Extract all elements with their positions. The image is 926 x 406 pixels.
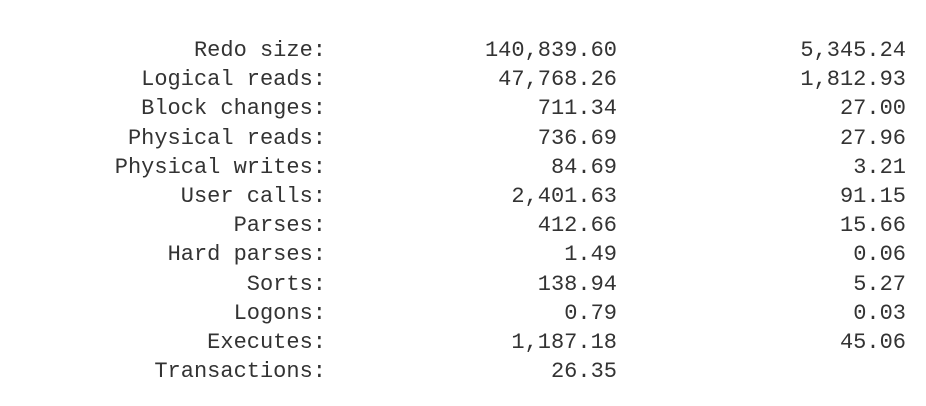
stat-row-transactions: Transactions: 26.35 [0,357,926,386]
stat-value-per-second: 1.49 [564,242,617,268]
stat-value-per-transaction: 5.27 [853,271,906,297]
stat-row-user-calls: User calls: 2,401.63 91.15 [0,182,926,211]
stat-value-per-second: 47,768.26 [498,67,617,93]
stat-label: Physical reads: [127,125,326,151]
stat-value-per-transaction: 0.03 [853,300,906,326]
stat-row-sorts: Sorts: 138.94 5.27 [0,270,926,299]
stat-value-per-second: 736.69 [537,125,617,151]
stat-label: Transactions: [154,359,326,385]
stat-label: Logons: [233,300,326,326]
stat-value-per-second: 711.34 [537,96,617,122]
stat-label: Hard parses: [167,242,326,268]
stat-value-per-transaction: 5,345.24 [800,38,906,63]
stat-value-per-transaction: 27.96 [839,125,906,151]
stat-value-per-second: 26.35 [550,359,617,385]
stat-row-block-changes: Block changes: 711.34 27.00 [0,94,926,123]
stat-row-hard-parses: Hard parses: 1.49 0.06 [0,240,926,269]
stat-label: Physical writes: [114,154,326,180]
stat-value-per-transaction: 91.15 [839,183,906,209]
stat-label: Logical reads: [141,67,326,93]
stat-row-physical-writes: Physical writes: 84.69 3.21 [0,153,926,182]
stat-value-per-second: 84.69 [550,154,617,180]
stat-row-executes: Executes: 1,187.18 45.06 [0,328,926,357]
stat-value-per-second: 140,839.60 [484,38,617,63]
stat-value-per-transaction: 0.06 [853,242,906,268]
stat-value-per-transaction: 1,812.93 [800,67,906,93]
stat-label: Executes: [207,329,326,355]
stat-label: User calls: [180,183,326,209]
stat-value-per-second: 138.94 [537,271,617,297]
stat-row-parses: Parses: 412.66 15.66 [0,211,926,240]
stat-label: Redo size: [193,38,326,63]
stat-value-per-second: 0.79 [564,300,617,326]
stat-value-per-second: 412.66 [537,213,617,239]
load-profile-table: Redo size: 140,839.60 5,345.24 Logical r… [0,36,926,386]
stat-label: Block changes: [141,96,326,122]
stat-value-per-second: 2,401.63 [511,183,617,209]
stat-value-per-transaction: 45.06 [839,329,906,355]
stat-value-per-transaction: 27.00 [839,96,906,122]
stat-row-logical-reads: Logical reads: 47,768.26 1,812.93 [0,65,926,94]
stat-label: Parses: [233,213,326,239]
stat-row-logons: Logons: 0.79 0.03 [0,299,926,328]
stat-value-per-transaction: 3.21 [853,154,906,180]
stat-row-physical-reads: Physical reads: 736.69 27.96 [0,124,926,153]
stat-value-per-second: 1,187.18 [511,329,617,355]
stat-row-redo-size: Redo size: 140,839.60 5,345.24 [0,36,926,65]
stat-value-per-transaction: 15.66 [839,213,906,239]
stat-label: Sorts: [246,271,326,297]
